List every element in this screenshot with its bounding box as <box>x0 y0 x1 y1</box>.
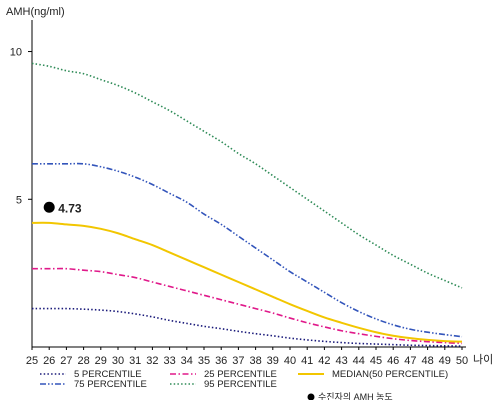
series-line-median-50-percentile <box>31 221 463 343</box>
marker-layer: 4.73 <box>43 201 82 215</box>
series-line-5-percentile <box>31 307 463 347</box>
x-tick-label: 38 <box>249 355 261 367</box>
legend-label-patient-amh: 수진자의 AMH 농도 <box>318 392 393 400</box>
x-tick-label: 37 <box>232 355 244 367</box>
legend: 5 PERCENTILE 25 PERCENTILE MEDIAN(50 PERCE… <box>40 369 448 400</box>
x-tick-label: 34 <box>181 355 193 367</box>
x-tick-label: 31 <box>129 355 141 367</box>
x-tick-label: 46 <box>387 355 399 367</box>
legend-label-75-percentile: 75 PERCENTILE <box>74 379 147 390</box>
legend-marker-dot <box>307 393 315 400</box>
x-tick-label: 40 <box>284 355 296 367</box>
legend-label-5-percentile: 5 PERCENTILE <box>74 369 142 380</box>
x-tick-label: 50 <box>456 355 468 367</box>
legend-label-median-50-percentile: MEDIAN(50 PERCENTILE) <box>332 369 448 380</box>
series-line-95-percentile <box>31 62 463 289</box>
axes: 5 10 25 26 27 28 29 30 31 32 33 34 35 36 37 38 39 40 41 42 4… <box>10 20 468 367</box>
x-tick-label: 30 <box>112 355 124 367</box>
x-tick-label: 36 <box>215 355 227 367</box>
x-tick-label: 45 <box>370 355 382 367</box>
y-tick-label: 5 <box>16 194 22 206</box>
legend-label-95-percentile: 95 PERCENTILE <box>204 379 277 390</box>
patient-amh-value-label: 4.73 <box>58 201 82 215</box>
x-tick-label: 44 <box>353 355 365 367</box>
series-line-25-percentile <box>31 267 463 345</box>
x-tick-label: 49 <box>439 355 451 367</box>
series-line-75-percentile <box>31 162 463 338</box>
x-tick-label: 29 <box>95 355 107 367</box>
x-tick-label: 35 <box>198 355 210 367</box>
x-tick-label: 25 <box>26 355 38 367</box>
legend-label-25-percentile: 25 PERCENTILE <box>204 369 277 380</box>
x-tick-label: 39 <box>267 355 279 367</box>
y-tick-label: 10 <box>10 47 22 59</box>
y-axis-label: AMH(ng/ml) <box>6 6 65 18</box>
x-tick-label: 32 <box>146 355 158 367</box>
x-tick-label: 42 <box>318 355 330 367</box>
x-tick-label: 33 <box>163 355 175 367</box>
x-tick-label: 26 <box>43 355 55 367</box>
x-tick-label: 27 <box>60 355 72 367</box>
x-tick-label: 47 <box>404 355 416 367</box>
x-axis-label: 나이 <box>473 353 493 366</box>
x-tick-label: 41 <box>301 355 313 367</box>
x-tick-label: 28 <box>77 355 89 367</box>
x-tick-label: 48 <box>421 355 433 367</box>
x-tick-label: 43 <box>335 355 347 367</box>
series-layer <box>31 62 463 347</box>
patient-amh-point <box>43 201 55 213</box>
